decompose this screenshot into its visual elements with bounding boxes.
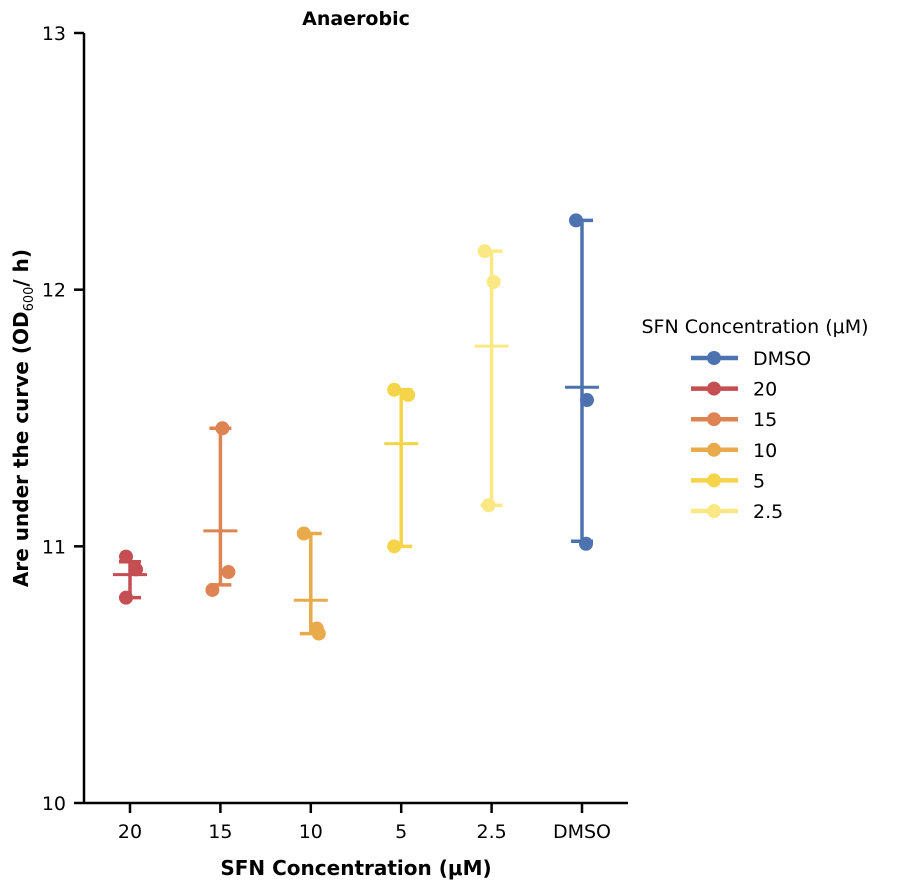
legend-marker [707, 381, 721, 396]
x-tick-label: 10 [299, 821, 323, 843]
legend-label: 5 [753, 470, 765, 492]
y-axis-label-subscript: 600 [22, 287, 37, 312]
legend-marker [707, 473, 721, 488]
data-point [401, 387, 416, 402]
x-tick-label: 5 [395, 821, 407, 843]
data-point [119, 549, 133, 564]
data-point [569, 213, 583, 228]
y-axis-label-main: Are under the curve (OD [9, 311, 33, 587]
series-10 [293, 526, 328, 641]
data-point [215, 421, 230, 436]
y-tick-label: 11 [42, 536, 66, 558]
legend-label: 2.5 [753, 501, 783, 523]
series-20 [113, 549, 147, 605]
legend-marker [707, 442, 721, 457]
y-axis-ticks: 10 11 12 13 [42, 23, 84, 815]
y-tick-label: 13 [42, 23, 66, 45]
legend-title: SFN Concentration (μM) [642, 316, 869, 338]
legend-item: DMSO [691, 348, 811, 370]
legend-marker [707, 504, 721, 518]
legend: SFN Concentration (μM) DMSO 20 15 10 5 2.5 [642, 316, 869, 523]
legend-item: 15 [691, 409, 777, 431]
x-tick-label: 20 [118, 821, 142, 843]
legend-item: 20 [691, 379, 777, 401]
x-axis-ticks: 20 15 10 5 2.5 DMSO [118, 803, 611, 843]
legend-label: 15 [753, 409, 777, 431]
series-5 [384, 382, 419, 554]
y-axis-label-tail: / h) [9, 249, 33, 287]
data-point [221, 565, 236, 579]
x-axis-label: SFN Concentration (μM) [220, 856, 491, 880]
series-DMSO [565, 213, 599, 551]
x-tick-label: 15 [208, 821, 232, 843]
y-axis-label: Are under the curve (OD600/ h) [9, 249, 37, 587]
legend-item: 5 [691, 470, 765, 492]
legend-item: 2.5 [691, 501, 783, 523]
data-point [486, 274, 501, 289]
data-point [387, 539, 402, 554]
data-point [119, 590, 133, 605]
data-point [129, 562, 143, 577]
legend-label: 20 [753, 379, 777, 401]
data-point [580, 393, 594, 408]
data-point [387, 382, 402, 397]
y-tick-label: 10 [42, 793, 66, 815]
data-point [205, 582, 220, 597]
y-tick-label: 12 [42, 280, 66, 302]
legend-label: 10 [753, 440, 777, 462]
series-15 [203, 421, 238, 597]
legend-item: 10 [691, 440, 777, 462]
series-2-5 [474, 244, 509, 513]
data-point [311, 626, 326, 641]
legend-label: DMSO [753, 348, 811, 370]
legend-marker [707, 412, 721, 427]
data-point [579, 536, 593, 551]
data-point [481, 498, 496, 513]
x-tick-label: 2.5 [476, 821, 506, 843]
x-tick-label: DMSO [553, 821, 611, 843]
chart-title: Anaerobic [302, 8, 410, 30]
data-point [477, 244, 492, 259]
plot-area [113, 213, 599, 641]
legend-marker [707, 351, 721, 365]
data-point [296, 526, 311, 541]
